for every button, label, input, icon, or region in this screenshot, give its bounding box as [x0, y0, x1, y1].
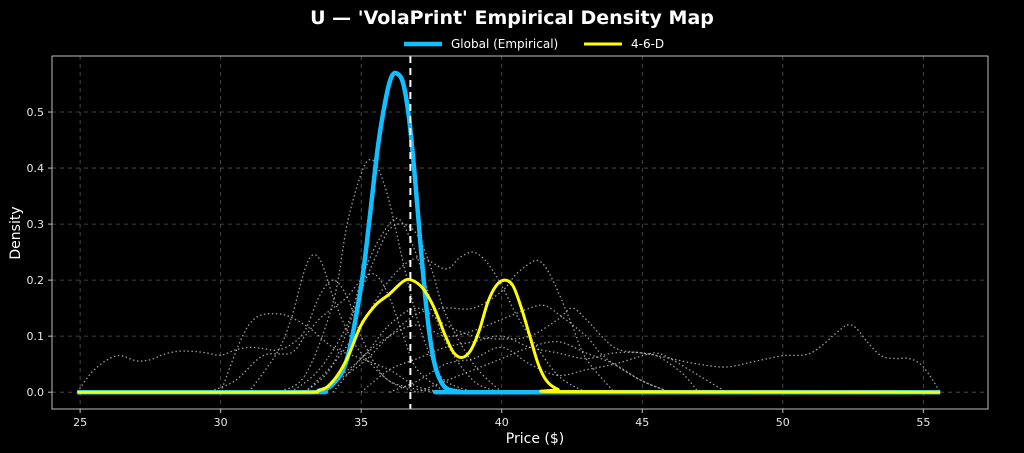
x-tick-label: 50: [776, 416, 790, 429]
x-axis-ticks: 25 30 35 40 45 50 55: [73, 409, 930, 429]
background-density-line: [389, 346, 727, 393]
y-axis-ticks: 0.0 0.1 0.2 0.3 0.4 0.5: [27, 106, 52, 399]
background-density-line: [220, 313, 446, 393]
y-tick-label: 0.2: [27, 274, 45, 287]
background-density-line: [290, 217, 502, 393]
y-tick-label: 0.3: [27, 218, 45, 231]
x-tick-label: 40: [495, 416, 509, 429]
background-density-line: [318, 259, 615, 393]
background-density-line: [417, 340, 671, 393]
legend-label-global: Global (Empirical): [451, 37, 558, 51]
chart-title: U — 'VolaPrint' Empirical Density Map: [310, 7, 714, 29]
x-tick-label: 30: [214, 416, 228, 429]
x-axis-label: Price ($): [506, 431, 564, 447]
x-tick-label: 55: [916, 416, 930, 429]
y-tick-label: 0.4: [27, 162, 45, 175]
background-density-line: [332, 304, 671, 393]
x-tick-label: 25: [73, 416, 87, 429]
x-tick-label: 45: [635, 416, 649, 429]
main-series-group: [77, 70, 941, 395]
background-density-line: [318, 307, 699, 393]
y-tick-label: 0.5: [27, 106, 45, 119]
highlight-density-line: [77, 277, 941, 394]
y-axis-label: Density: [8, 206, 24, 259]
legend: Global (Empirical) 4-6-D: [404, 37, 664, 51]
legend-label-highlight: 4-6-D: [631, 37, 664, 51]
y-tick-label: 0.1: [27, 330, 45, 343]
plot-frame: [51, 55, 989, 410]
global-density-line: [77, 70, 941, 395]
y-tick-label: 0.0: [27, 386, 45, 399]
background-density-line: [248, 254, 418, 393]
x-tick-label: 35: [354, 416, 368, 429]
